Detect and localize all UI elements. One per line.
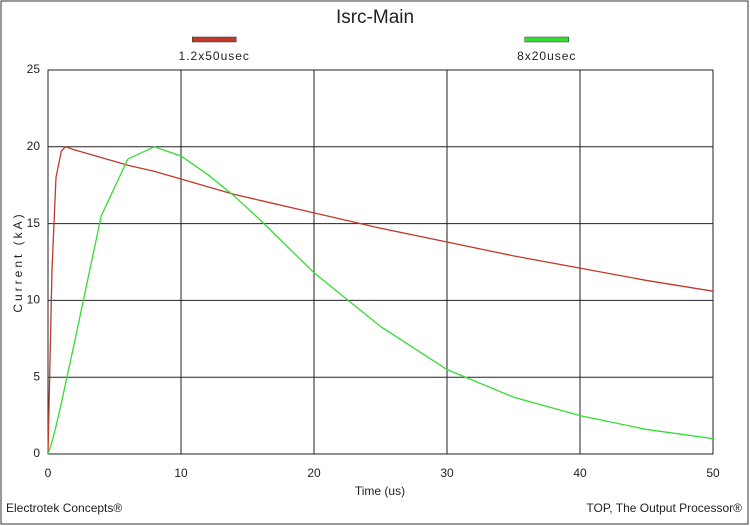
footer-left: Electrotek Concepts® (6, 501, 122, 515)
legend-label: 8x20usec (517, 49, 576, 63)
footer-right: TOP, The Output Processor® (586, 501, 742, 515)
series-line (47, 146, 714, 455)
x-axis-label: Time (us) (355, 484, 405, 498)
series-line (47, 146, 714, 455)
x-tick-label: 0 (45, 466, 52, 480)
legend-label: 1.2x50usec (179, 49, 250, 63)
y-tick-label: 25 (27, 62, 41, 76)
y-tick-label: 20 (27, 139, 41, 153)
x-tick-label: 50 (706, 466, 720, 480)
x-tick-label: 20 (307, 466, 321, 480)
y-tick-label: 5 (33, 369, 40, 383)
legend-swatch (524, 36, 569, 43)
y-tick-label: 10 (27, 293, 41, 307)
x-tick-label: 40 (573, 466, 587, 480)
y-tick-label: 15 (27, 216, 41, 230)
y-tick-label: 0 (33, 446, 40, 460)
chart-title: Isrc-Main (336, 7, 414, 28)
x-tick-label: 30 (440, 466, 454, 480)
legend-swatch (192, 36, 237, 43)
x-tick-label: 10 (174, 466, 188, 480)
y-axis-label: Current (kA) (11, 211, 25, 312)
